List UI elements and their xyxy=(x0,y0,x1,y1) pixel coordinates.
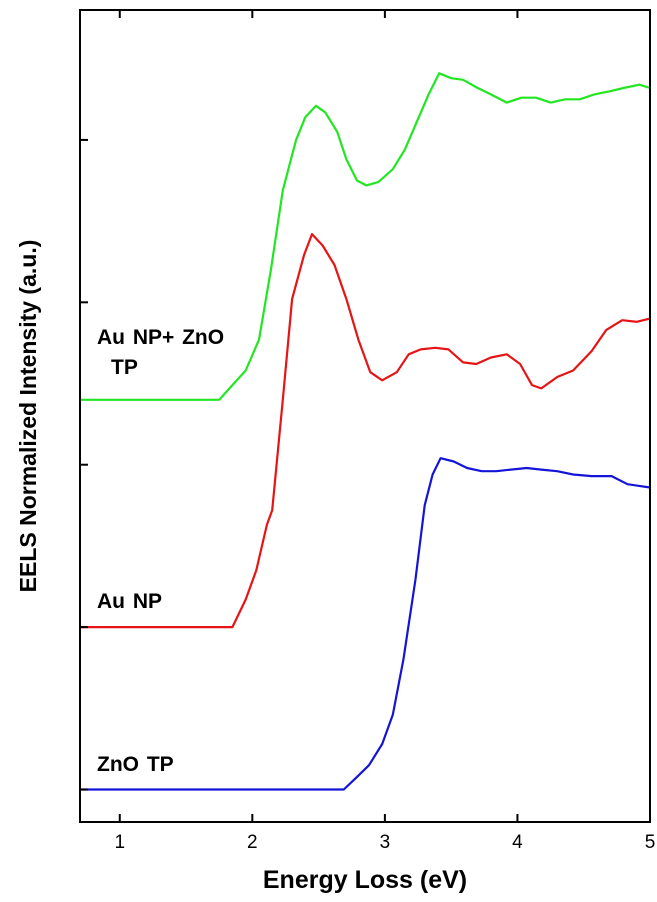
x-axis-title: Energy Loss (eV) xyxy=(263,866,467,894)
x-tick-label: 1 xyxy=(114,832,125,853)
x-tick-label: 5 xyxy=(645,832,656,853)
data-line xyxy=(80,457,651,791)
data-line xyxy=(80,72,651,401)
series-label: Au NP+ ZnO TP xyxy=(97,325,225,379)
x-tick-label: 4 xyxy=(512,832,523,853)
y-axis-title: EELS Normalized Intensity (a.u.) xyxy=(15,240,41,593)
series-label: ZnO TP xyxy=(97,752,174,776)
plot-frame xyxy=(79,9,651,823)
x-tick-label: 3 xyxy=(380,832,391,853)
series-label: Au NP xyxy=(97,590,162,614)
x-tick-label: 2 xyxy=(247,832,258,853)
data-line xyxy=(80,233,651,629)
